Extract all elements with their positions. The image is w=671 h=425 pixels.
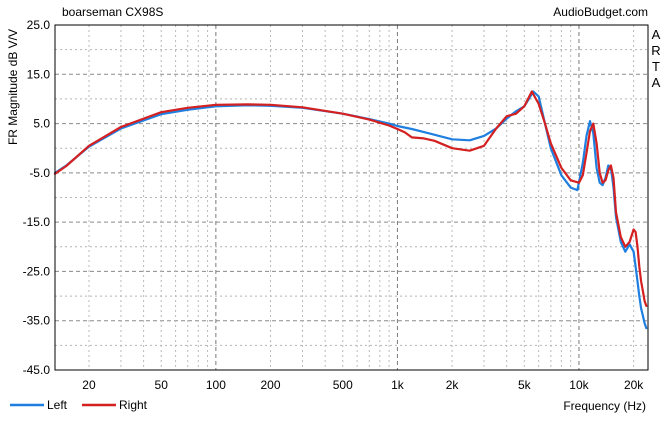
x-tick-label: 20k (624, 378, 644, 392)
legend-left-label: Left (47, 398, 68, 412)
chart-source: AudioBudget.com (553, 5, 648, 19)
chart-legend: Left Right (10, 398, 148, 412)
x-tick-label: 500 (333, 378, 353, 392)
x-axis-label: Frequency (Hz) (563, 399, 646, 413)
x-tick-label: 2k (446, 378, 460, 392)
x-tick-label: 1k (391, 378, 405, 392)
side-label-r: R (651, 43, 660, 58)
y-tick-label: -15.0 (23, 215, 51, 229)
chart-title: boarseman CX98S (62, 5, 163, 19)
x-tick-label: 10k (569, 378, 589, 392)
y-tick-label: -5.0 (29, 166, 50, 180)
plot-frame (54, 24, 649, 371)
x-tick-label: 20 (82, 378, 96, 392)
side-label-a1: A (652, 27, 661, 42)
y-tick-label: -35.0 (23, 314, 51, 328)
y-tick-label: 15.0 (27, 67, 51, 81)
tick-label-layer: 25.0 15.0 5.0 -5.0 -15.0 -25.0 -35.0 -45.0 20 50 1… (23, 18, 645, 392)
x-tick-label: 200 (261, 378, 281, 392)
y-tick-label: 25.0 (27, 18, 51, 32)
side-label-t: T (652, 59, 660, 74)
y-axis-label: FR Magnitude dB V/V (6, 29, 20, 145)
series-line-right (53, 90, 648, 307)
legend-right-label: Right (119, 398, 148, 412)
y-tick-label: -25.0 (23, 264, 51, 278)
x-tick-label: 100 (206, 378, 226, 392)
x-tick-label: 50 (155, 378, 169, 392)
series-layer (53, 90, 648, 330)
x-tick-label: 5k (518, 378, 532, 392)
y-tick-label: 5.0 (33, 117, 50, 131)
side-label-a2: A (652, 75, 661, 90)
y-tick-label: -45.0 (23, 363, 51, 377)
